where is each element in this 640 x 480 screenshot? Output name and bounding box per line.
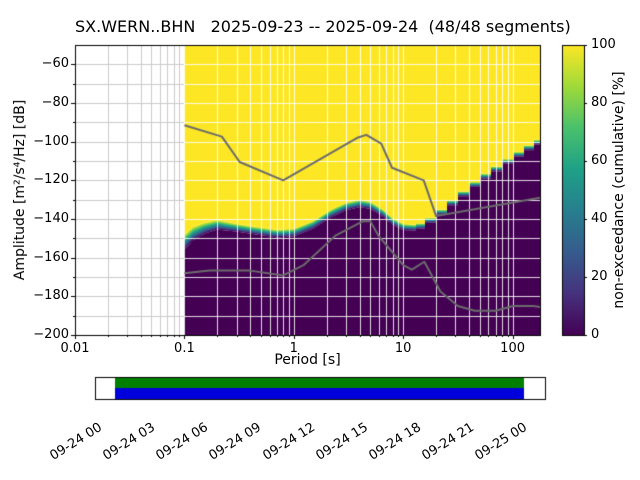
x-axis-label: Period [s] — [274, 352, 341, 368]
colorbar-label: non-exceedance (cumulative) [%] — [611, 71, 627, 309]
chart-title: SX.WERN..BHN 2025-09-23 -- 2025-09-24 (4… — [75, 17, 571, 36]
y-axis-label: Amplitude [m²/s⁴/Hz] [dB] — [12, 99, 28, 281]
